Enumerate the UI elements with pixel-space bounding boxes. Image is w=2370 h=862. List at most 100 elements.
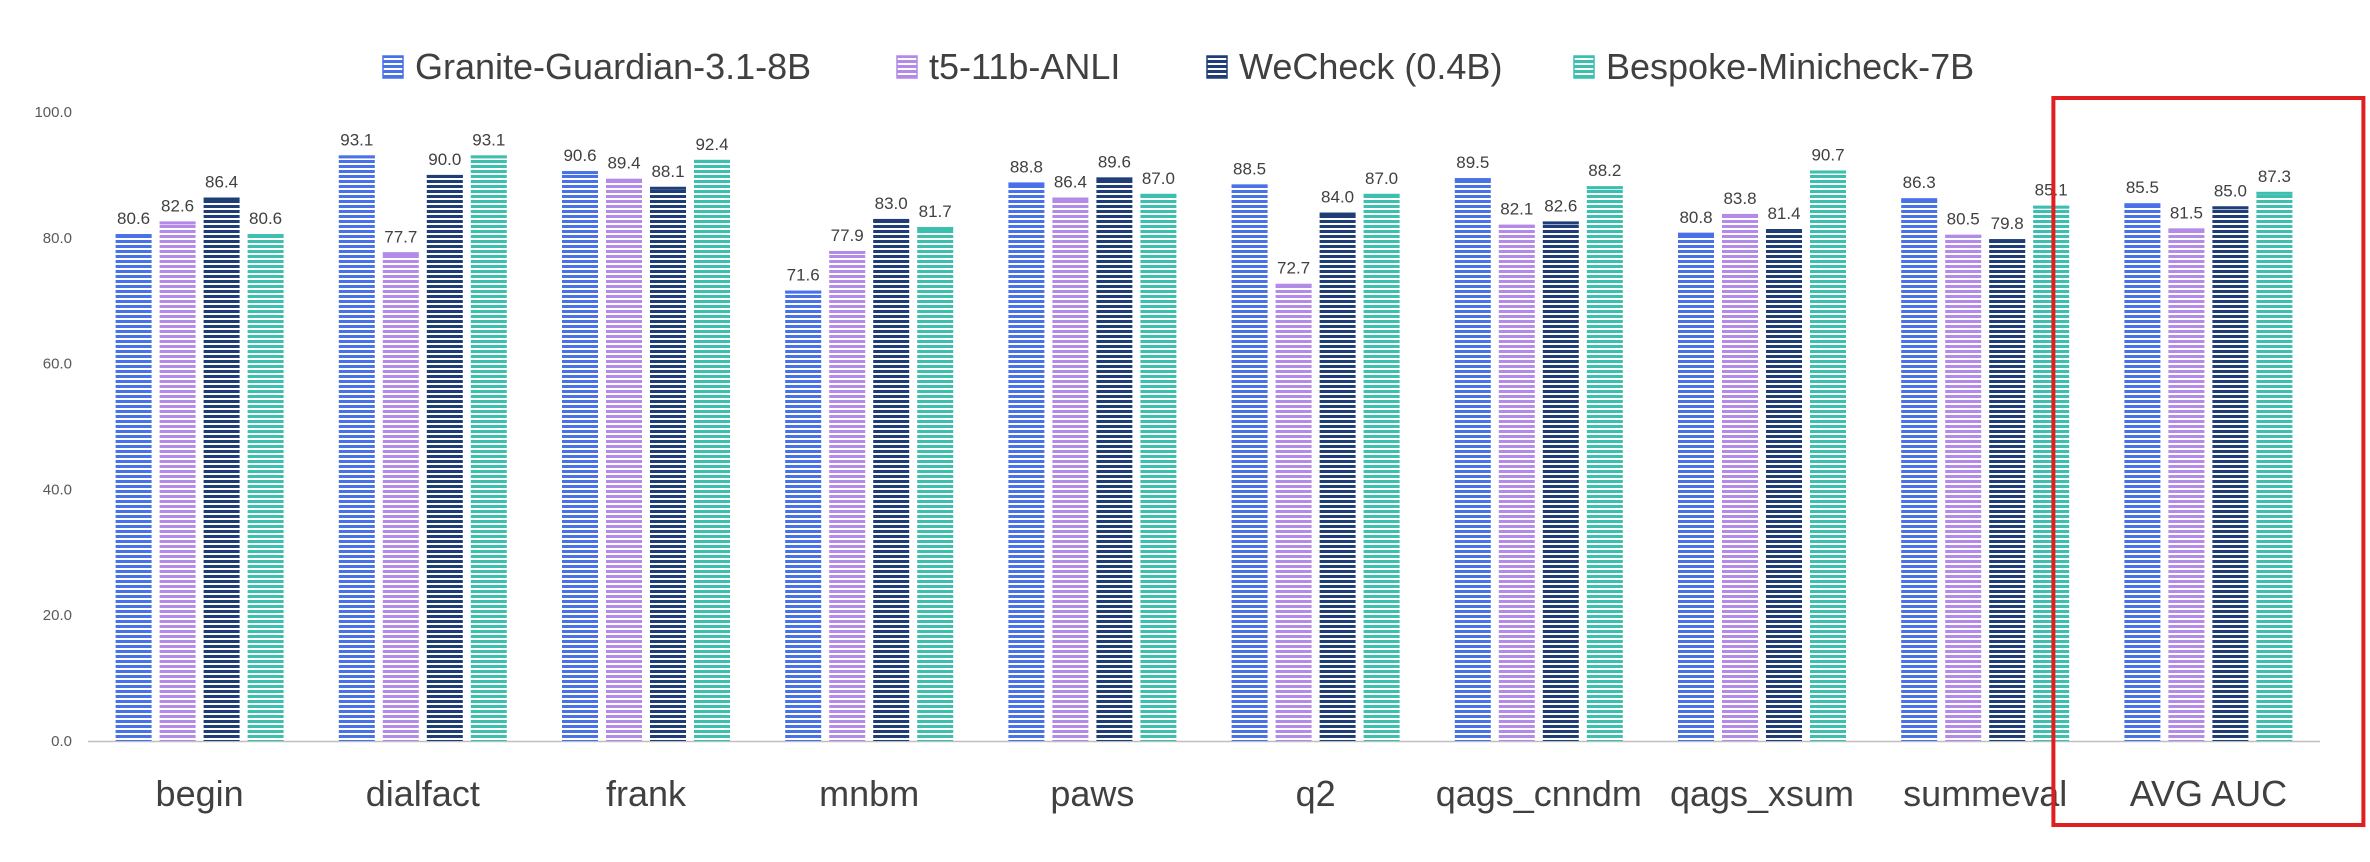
bar xyxy=(1542,221,1579,742)
bar-top xyxy=(247,234,284,238)
bar-top xyxy=(1140,193,1177,197)
data-label: 88.8 xyxy=(1010,157,1043,176)
bar xyxy=(1989,239,2026,742)
bar-top xyxy=(203,197,240,201)
bar-top xyxy=(338,155,375,159)
bar xyxy=(694,159,730,741)
y-axis: 0.0 20.0 40.0 60.0 80.0 100.0 xyxy=(34,104,2320,750)
data-label: 79.8 xyxy=(1991,214,2024,233)
bar xyxy=(470,155,507,741)
bar xyxy=(115,234,152,741)
bar xyxy=(1678,232,1714,741)
bar-top xyxy=(1275,283,1312,287)
bar xyxy=(426,174,463,741)
data-label: 82.6 xyxy=(1544,196,1577,215)
data-label: 90.7 xyxy=(1811,145,1844,164)
bar xyxy=(1008,182,1045,741)
bar xyxy=(829,251,866,741)
data-label: 90.0 xyxy=(428,150,461,169)
y-tick-label: 80.0 xyxy=(43,230,72,247)
bar-top xyxy=(785,290,822,294)
bar-top xyxy=(917,227,954,231)
highlight-box xyxy=(2051,96,2366,827)
x-tick-label: mnbm xyxy=(819,773,919,814)
bar-top xyxy=(1498,224,1535,228)
bar-top xyxy=(382,252,419,256)
y-tick-label: 60.0 xyxy=(43,356,72,373)
bar xyxy=(562,171,598,742)
highlight-rectangle xyxy=(2051,96,2366,827)
bar xyxy=(247,234,284,741)
data-label: 86.4 xyxy=(1054,173,1087,192)
legend-label-2: t5-11b-ANLI xyxy=(929,46,1120,87)
bar xyxy=(1319,212,1356,741)
bar xyxy=(2168,228,2205,742)
bar-top xyxy=(1454,178,1491,182)
bar xyxy=(1454,178,1491,742)
legend-swatch-3 xyxy=(1206,55,1228,79)
data-label: 88.1 xyxy=(651,162,684,181)
x-tick-label: paws xyxy=(1050,773,1134,814)
bar-top xyxy=(694,159,730,163)
bar xyxy=(2256,191,2293,741)
data-label: 77.7 xyxy=(384,227,417,246)
x-tick-label: q2 xyxy=(1296,773,1336,814)
bar xyxy=(785,290,822,741)
bar-top xyxy=(1586,186,1623,190)
x-tick-label: qags_xsum xyxy=(1670,773,1854,814)
bar xyxy=(2212,206,2249,742)
x-tick-label: begin xyxy=(156,773,244,814)
bar xyxy=(606,178,642,741)
data-label: 88.5 xyxy=(1233,159,1266,178)
data-label: 83.8 xyxy=(1723,189,1756,208)
bar xyxy=(382,252,419,741)
bar xyxy=(159,221,196,742)
bar xyxy=(1722,213,1758,741)
bar xyxy=(2124,203,2161,741)
data-label: 85.5 xyxy=(2126,178,2159,197)
data-label: 88.2 xyxy=(1588,161,1621,180)
data-label: 72.7 xyxy=(1277,259,1310,278)
legend: Granite-Guardian-3.1-8B t5-11b-ANLI WeChec… xyxy=(382,46,1974,87)
x-tick-label: summeval xyxy=(1903,773,2067,814)
bar-top xyxy=(2124,203,2161,207)
data-label: 71.6 xyxy=(787,266,820,285)
data-label: 80.5 xyxy=(1947,210,1980,229)
bar-top xyxy=(2168,228,2205,232)
data-label: 90.6 xyxy=(563,146,596,165)
bar-top xyxy=(1231,184,1268,188)
bar-top xyxy=(829,251,866,255)
data-label: 87.0 xyxy=(1142,169,1175,188)
data-label: 82.1 xyxy=(1500,200,1533,219)
x-tick-label: AVG AUC xyxy=(2130,773,2287,814)
bar-top xyxy=(159,221,196,225)
bar xyxy=(2033,205,2070,741)
bar xyxy=(1140,193,1177,741)
data-label: 83.0 xyxy=(875,194,908,213)
legend-label-3: WeCheck (0.4B) xyxy=(1239,46,1502,87)
bar-top xyxy=(873,218,910,222)
bar-top xyxy=(1722,213,1758,217)
y-tick-label: 20.0 xyxy=(43,607,72,624)
data-label: 86.4 xyxy=(205,173,238,192)
data-label: 85.0 xyxy=(2214,181,2247,200)
bar-top xyxy=(426,174,463,178)
bar-top xyxy=(1810,170,1846,174)
bar-top xyxy=(1363,193,1400,197)
bar-top xyxy=(470,155,507,159)
data-label: 93.1 xyxy=(340,130,373,149)
bar xyxy=(1766,228,1802,741)
bar-top xyxy=(2212,206,2249,210)
data-label: 85.1 xyxy=(2035,181,2068,200)
bar xyxy=(873,218,910,741)
data-label: 81.4 xyxy=(1767,204,1800,223)
bar-top xyxy=(606,178,642,182)
data-label: 93.1 xyxy=(472,130,505,149)
data-label: 89.6 xyxy=(1098,152,1131,171)
bar xyxy=(203,197,240,741)
bar xyxy=(338,155,375,741)
bar xyxy=(1096,177,1133,741)
bar-top xyxy=(1542,221,1579,225)
